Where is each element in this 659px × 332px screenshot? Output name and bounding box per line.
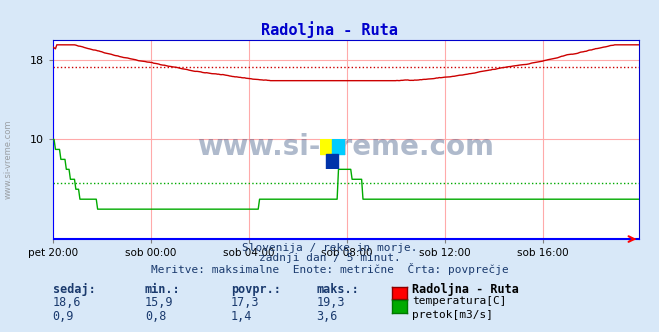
Text: 3,6: 3,6 — [316, 310, 337, 323]
Text: 17,3: 17,3 — [231, 296, 259, 309]
Text: Radoljna - Ruta: Radoljna - Ruta — [412, 283, 519, 296]
Text: www.si-vreme.com: www.si-vreme.com — [3, 120, 13, 199]
Text: Meritve: maksimalne  Enote: metrične  Črta: povprečje: Meritve: maksimalne Enote: metrične Črta… — [151, 263, 508, 275]
Text: min.:: min.: — [145, 283, 181, 296]
Text: 18,6: 18,6 — [53, 296, 81, 309]
Text: pretok[m3/s]: pretok[m3/s] — [412, 310, 493, 320]
Text: maks.:: maks.: — [316, 283, 359, 296]
Text: 0,9: 0,9 — [53, 310, 74, 323]
Bar — [332, 139, 345, 154]
Text: 1,4: 1,4 — [231, 310, 252, 323]
Text: Slovenija / reke in morje.: Slovenija / reke in morje. — [242, 243, 417, 253]
Text: 19,3: 19,3 — [316, 296, 345, 309]
Text: povpr.:: povpr.: — [231, 283, 281, 296]
Text: 15,9: 15,9 — [145, 296, 173, 309]
Text: 0,8: 0,8 — [145, 310, 166, 323]
Bar — [326, 154, 339, 169]
Text: temperatura[C]: temperatura[C] — [412, 296, 506, 306]
Text: zadnji dan / 5 minut.: zadnji dan / 5 minut. — [258, 253, 401, 263]
Text: sedaj:: sedaj: — [53, 283, 96, 296]
Text: www.si-vreme.com: www.si-vreme.com — [198, 133, 494, 161]
Bar — [320, 139, 332, 154]
Text: Radoljna - Ruta: Radoljna - Ruta — [261, 22, 398, 39]
